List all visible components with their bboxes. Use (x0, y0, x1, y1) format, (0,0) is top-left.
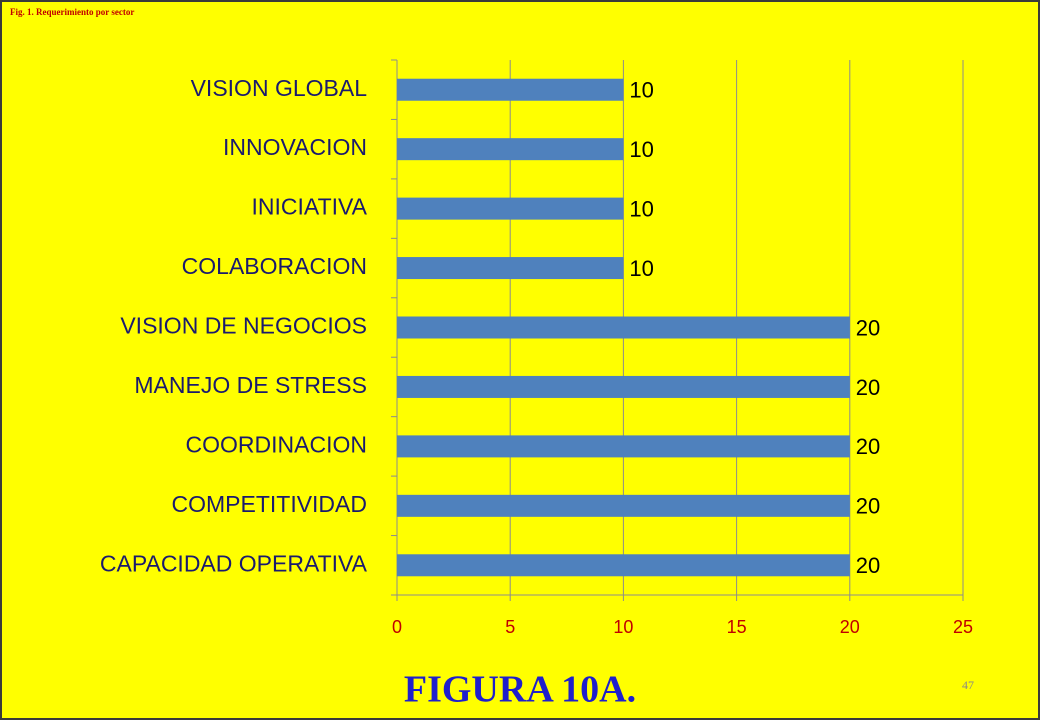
figure-label: FIGURA 10A. (404, 669, 636, 711)
data-label: 20 (856, 375, 880, 400)
y-tick-label: COLABORACION (182, 253, 367, 279)
bar (397, 78, 624, 101)
page-number: 47 (962, 678, 974, 692)
x-tick-label: 20 (840, 617, 860, 637)
data-label: 10 (629, 137, 653, 162)
x-tick-label: 0 (392, 617, 402, 637)
x-tick-label: 25 (953, 617, 973, 637)
y-tick-label: COORDINACION (186, 431, 367, 457)
data-label: 10 (629, 196, 653, 221)
y-tick-label: MANEJO DE STRESS (134, 372, 367, 398)
y-tick-label: VISION GLOBAL (191, 75, 368, 101)
data-label: 10 (629, 78, 653, 103)
bar (397, 435, 850, 458)
y-tick-label: INNOVACION (223, 134, 367, 160)
x-tick-label: 15 (727, 617, 747, 637)
caption: Fig. 1. Requerimiento por sector (10, 7, 134, 17)
bar (397, 197, 624, 220)
bar (397, 494, 850, 517)
bar (397, 554, 850, 577)
bar (397, 138, 624, 161)
x-tick-label: 10 (613, 617, 633, 637)
data-label: 20 (856, 494, 880, 519)
data-label: 10 (629, 256, 653, 281)
y-tick-label: INICIATIVA (252, 194, 368, 220)
y-tick-label: CAPACIDAD OPERATIVA (100, 550, 368, 576)
chart: 0 5 10 15 20 25 VISION GLOBAL 10 INNOVACION 10 INI… (100, 59, 973, 637)
y-tick-label: VISION DE NEGOCIOS (120, 313, 367, 339)
data-label: 20 (856, 315, 880, 340)
y-tick-label: COMPETITIVIDAD (171, 491, 367, 517)
data-label: 20 (856, 434, 880, 459)
bar (397, 257, 624, 280)
bar (397, 375, 850, 398)
bar (397, 316, 850, 339)
data-label: 20 (856, 553, 880, 578)
x-tick-label: 5 (505, 617, 515, 637)
